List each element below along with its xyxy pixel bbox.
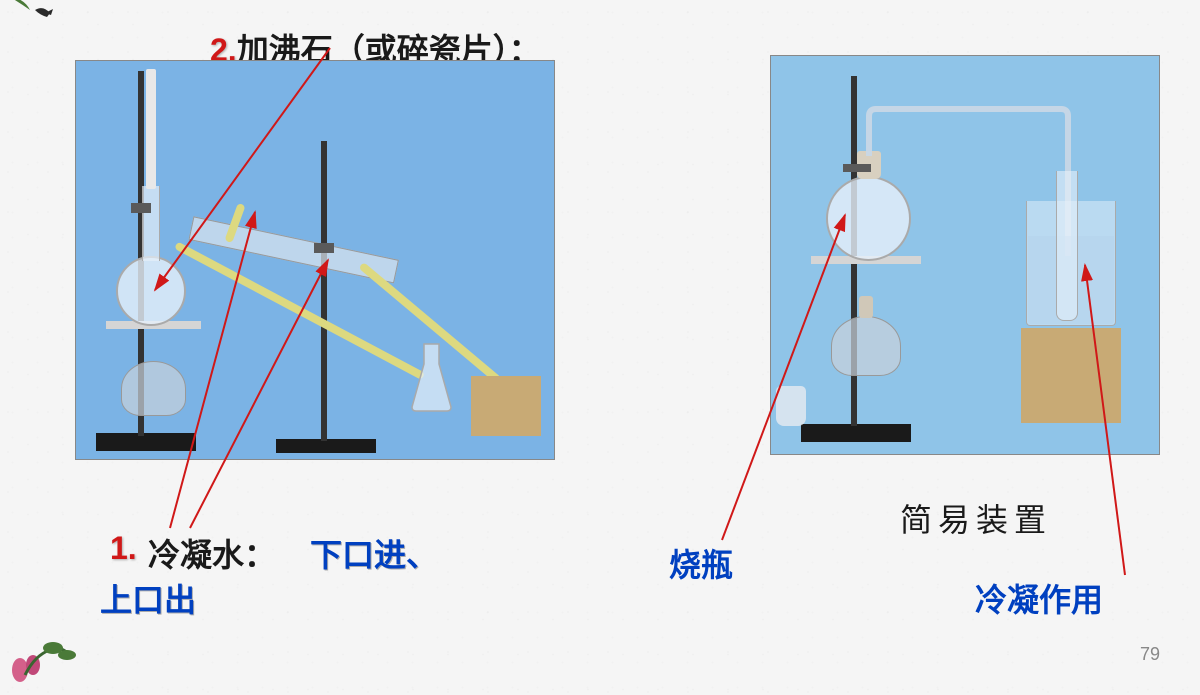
inlet-text: 下口进、 — [310, 530, 438, 576]
receiving-test-tube — [1056, 171, 1078, 321]
wooden-block-right — [1021, 328, 1121, 423]
number-1: 1. — [110, 530, 137, 567]
retort-stand-base-1 — [96, 433, 196, 451]
retort-stand-base-right — [801, 424, 911, 442]
flask-label: 烧瓶 — [669, 540, 733, 586]
cooling-water-label: 冷凝水： — [148, 530, 276, 576]
distillation-apparatus-photo — [75, 60, 555, 460]
retort-stand-base-2 — [276, 439, 376, 453]
simple-device-label: 简易装置 — [900, 495, 1052, 541]
alcohol-burner-right — [831, 316, 901, 376]
outlet-text: 上口出 — [100, 575, 196, 621]
wooden-block — [471, 376, 541, 436]
decoration-flowers — [5, 630, 85, 690]
small-bottle — [776, 386, 806, 426]
alcohol-burner — [121, 361, 186, 416]
flask-neck — [142, 186, 160, 261]
decoration-leaf-bird — [5, 0, 55, 35]
retort-stand-rod-2 — [321, 141, 327, 441]
condensation-label: 冷凝作用 — [975, 575, 1103, 621]
simple-distillation-photo — [770, 55, 1160, 455]
clamp-1 — [131, 203, 151, 213]
thermometer — [146, 69, 156, 189]
round-bottom-flask — [116, 256, 186, 326]
clamp-2 — [314, 243, 334, 253]
page-number: 79 — [1140, 644, 1160, 665]
delivery-tube — [866, 106, 1071, 176]
receiving-flask — [404, 339, 459, 414]
